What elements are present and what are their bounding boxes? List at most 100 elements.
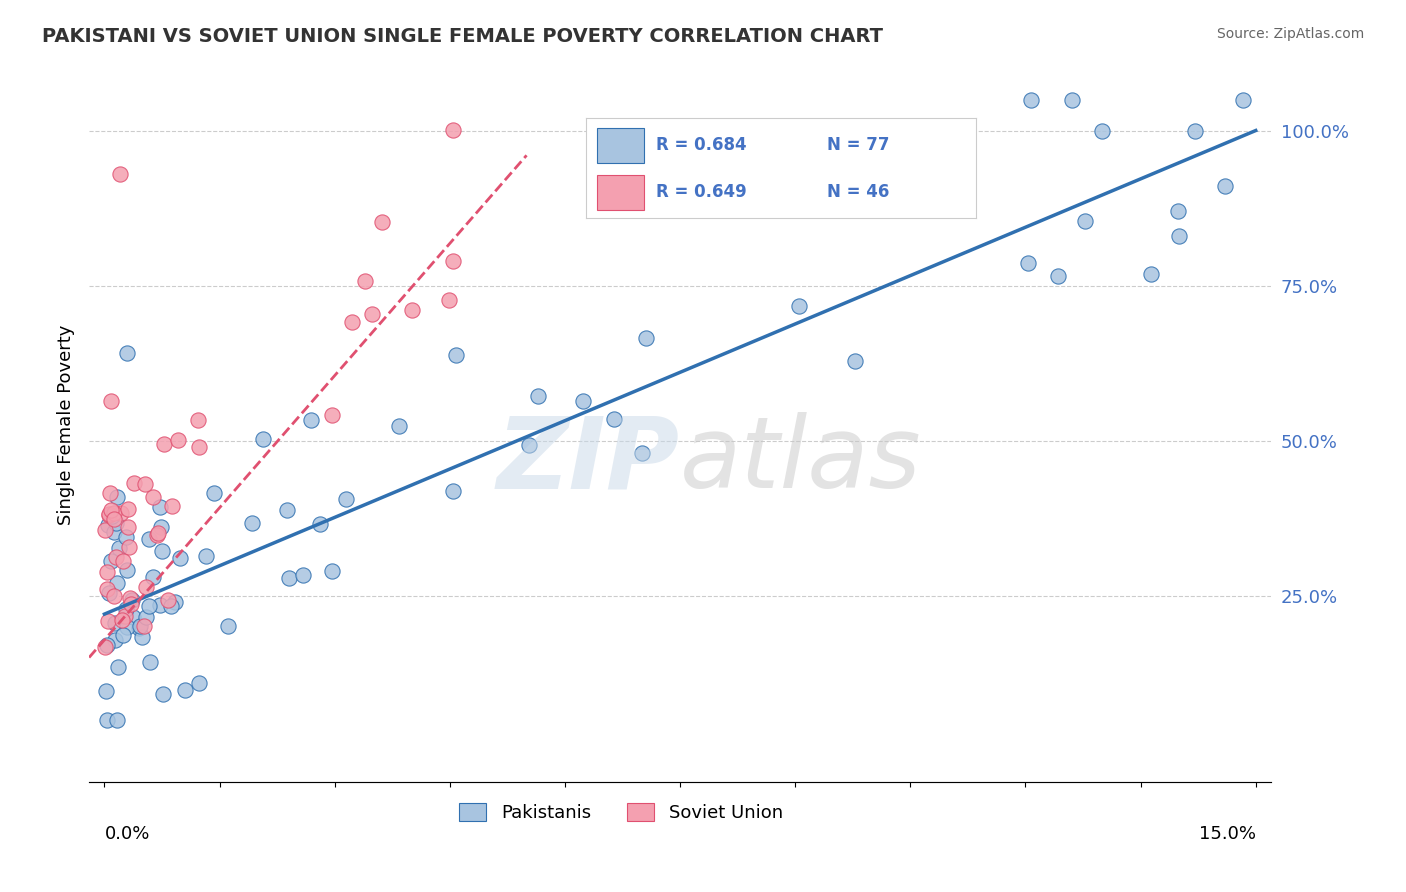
Point xyxy=(120,598,142,612)
Point xyxy=(134,477,156,491)
Point xyxy=(108,167,131,181)
Point xyxy=(135,580,157,594)
Point xyxy=(299,413,322,427)
Point xyxy=(789,299,811,313)
Point xyxy=(217,619,239,633)
Text: Source: ZipAtlas.com: Source: ZipAtlas.com xyxy=(1216,27,1364,41)
Point xyxy=(441,253,464,268)
Point xyxy=(101,508,124,523)
Point xyxy=(308,517,330,532)
Point xyxy=(1168,228,1191,243)
Point xyxy=(149,500,172,515)
Point xyxy=(150,544,173,558)
Text: atlas: atlas xyxy=(681,412,922,509)
Point xyxy=(187,676,209,690)
Point xyxy=(138,532,160,546)
Point xyxy=(335,491,357,506)
Point xyxy=(1017,256,1039,270)
Point xyxy=(371,215,394,229)
Point xyxy=(135,610,157,624)
Point xyxy=(114,602,136,616)
Point xyxy=(361,307,384,321)
Point xyxy=(152,687,174,701)
Point xyxy=(138,599,160,614)
Point xyxy=(153,437,176,451)
Point xyxy=(103,525,125,540)
Point xyxy=(166,433,188,447)
Point xyxy=(115,620,138,634)
Point xyxy=(441,122,464,136)
Point xyxy=(108,541,131,556)
Point xyxy=(96,638,118,652)
Point xyxy=(1232,93,1254,107)
Point xyxy=(94,524,117,538)
Point xyxy=(132,619,155,633)
Point xyxy=(1060,93,1083,107)
Point xyxy=(321,409,343,423)
Point xyxy=(117,563,139,577)
Point xyxy=(194,549,217,563)
Point xyxy=(276,502,298,516)
Point xyxy=(122,609,145,624)
Text: PAKISTANI VS SOVIET UNION SINGLE FEMALE POVERTY CORRELATION CHART: PAKISTANI VS SOVIET UNION SINGLE FEMALE … xyxy=(42,27,883,45)
Point xyxy=(156,593,179,607)
Point xyxy=(117,501,139,516)
Point xyxy=(187,440,209,454)
Point xyxy=(118,540,141,554)
Point xyxy=(321,564,343,578)
Point xyxy=(174,683,197,698)
Point xyxy=(103,512,125,526)
Point xyxy=(98,485,121,500)
Point xyxy=(114,531,136,545)
Point xyxy=(128,621,150,635)
Point xyxy=(97,517,120,532)
Point xyxy=(105,713,128,727)
Point xyxy=(139,655,162,669)
Point xyxy=(1184,124,1206,138)
Point xyxy=(517,438,540,452)
Point xyxy=(1021,93,1043,107)
Point xyxy=(96,713,118,727)
Point xyxy=(112,554,135,568)
Point xyxy=(630,446,652,460)
Point xyxy=(1091,123,1114,137)
Point xyxy=(401,303,423,318)
Point xyxy=(634,331,657,345)
Point xyxy=(111,613,134,627)
Point xyxy=(121,593,143,607)
Point xyxy=(142,490,165,504)
Point xyxy=(104,516,127,530)
Point xyxy=(1074,214,1097,228)
Point xyxy=(1047,268,1070,283)
Point xyxy=(527,389,550,403)
Point xyxy=(107,659,129,673)
Point xyxy=(252,432,274,446)
Point xyxy=(114,609,136,624)
Point xyxy=(104,633,127,648)
Point xyxy=(142,569,165,583)
Point xyxy=(111,628,134,642)
Y-axis label: Single Female Poverty: Single Female Poverty xyxy=(58,325,75,525)
Point xyxy=(1215,179,1237,194)
Point xyxy=(444,348,467,362)
Point xyxy=(187,413,209,427)
Point xyxy=(104,615,127,630)
Point xyxy=(278,571,301,585)
Point xyxy=(148,599,170,613)
Point xyxy=(202,486,225,500)
Point xyxy=(115,346,138,360)
Point xyxy=(94,683,117,698)
Point xyxy=(437,293,460,307)
Point xyxy=(1167,204,1189,219)
Point xyxy=(169,551,191,566)
Point xyxy=(292,568,315,582)
Point xyxy=(97,508,120,522)
Point xyxy=(146,527,169,541)
Point xyxy=(129,618,152,632)
Point xyxy=(146,526,169,541)
Point xyxy=(387,419,409,434)
Point xyxy=(100,503,122,517)
Point xyxy=(165,595,187,609)
Point xyxy=(104,549,127,564)
Point xyxy=(1139,267,1161,281)
